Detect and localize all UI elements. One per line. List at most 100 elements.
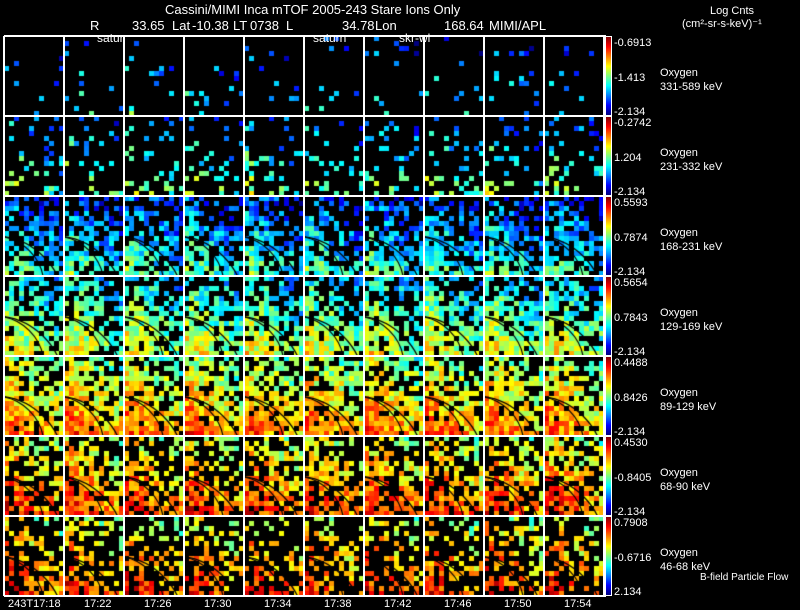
time-tick-label: 17:26 bbox=[144, 598, 172, 610]
panel-marker: saturn bbox=[313, 31, 347, 45]
image-panel bbox=[4, 36, 64, 116]
grid-vline bbox=[183, 36, 185, 596]
image-panel bbox=[184, 516, 244, 596]
units-line1: Log Cnts bbox=[710, 5, 755, 17]
energy-range-label: 168-231 keV bbox=[660, 241, 723, 253]
colorbar-min-label: -2.134 bbox=[614, 426, 646, 438]
grid-vline bbox=[243, 36, 245, 596]
image-panel bbox=[124, 36, 184, 116]
image-panel bbox=[304, 276, 364, 356]
species-label: Oxygen bbox=[660, 67, 698, 79]
image-panel bbox=[484, 276, 544, 356]
image-panel bbox=[124, 276, 184, 356]
image-panel bbox=[424, 36, 484, 116]
species-label: Oxygen bbox=[660, 467, 698, 479]
energy-range-label: 331-589 keV bbox=[660, 81, 723, 93]
image-panel bbox=[64, 36, 124, 116]
image-panel bbox=[544, 436, 604, 516]
image-panel bbox=[4, 516, 64, 596]
colorbar-min-label: -2.134 bbox=[614, 346, 646, 358]
colorbar-max-label: 0.4488 bbox=[614, 357, 648, 369]
grid-hline bbox=[4, 275, 606, 277]
image-panel bbox=[364, 36, 424, 116]
image-panel bbox=[484, 116, 544, 196]
time-tick-label: 17:42 bbox=[384, 598, 412, 610]
colorbar-max-label: 0.4530 bbox=[614, 437, 648, 449]
colorbar bbox=[605, 116, 612, 196]
image-panel bbox=[424, 196, 484, 276]
lt-label: LT bbox=[233, 18, 248, 33]
colorbar-min-label: -2.134 bbox=[614, 266, 646, 278]
colorbar-max-label: -0.2742 bbox=[614, 117, 652, 129]
image-panel bbox=[364, 436, 424, 516]
grid-hline bbox=[4, 595, 606, 597]
image-panel bbox=[124, 436, 184, 516]
panel-marker: satur bbox=[97, 31, 124, 45]
grid-vline bbox=[3, 36, 5, 596]
grid-hline bbox=[4, 435, 606, 437]
image-panel bbox=[184, 116, 244, 196]
image-panel bbox=[124, 116, 184, 196]
image-panel bbox=[4, 436, 64, 516]
image-panel bbox=[364, 276, 424, 356]
grid-vline bbox=[603, 36, 605, 596]
image-panel bbox=[544, 356, 604, 436]
image-panel bbox=[64, 516, 124, 596]
species-label: Oxygen bbox=[660, 307, 698, 319]
image-panel bbox=[364, 516, 424, 596]
image-panel bbox=[4, 196, 64, 276]
image-panel bbox=[364, 116, 424, 196]
species-label: Oxygen bbox=[660, 387, 698, 399]
lt-value: 0738 bbox=[250, 18, 279, 33]
image-panel bbox=[124, 196, 184, 276]
energy-range-label: 46-68 keV bbox=[660, 561, 711, 573]
image-panel bbox=[424, 516, 484, 596]
species-label: Oxygen bbox=[660, 547, 698, 559]
colorbar bbox=[605, 196, 612, 276]
image-panel bbox=[124, 356, 184, 436]
colorbar-min-label: 2.134 bbox=[614, 586, 642, 598]
colorbar bbox=[605, 436, 612, 516]
grid-vline bbox=[423, 36, 425, 596]
energy-range-label: 68-90 keV bbox=[660, 481, 711, 493]
image-panel bbox=[184, 196, 244, 276]
energy-range-label: 231-332 keV bbox=[660, 161, 723, 173]
image-panel bbox=[64, 276, 124, 356]
panel-marker: skr-wl bbox=[399, 31, 431, 45]
image-panel bbox=[184, 276, 244, 356]
image-panel bbox=[4, 356, 64, 436]
colorbar-mid-label: -0.8405 bbox=[614, 472, 652, 484]
image-panel bbox=[244, 436, 304, 516]
lat-value: -10.38 bbox=[192, 18, 229, 33]
time-tick-label: 17:22 bbox=[84, 598, 112, 610]
image-panel bbox=[4, 116, 64, 196]
time-tick-label: 17:54 bbox=[564, 598, 592, 610]
image-panel bbox=[304, 356, 364, 436]
image-panel bbox=[244, 196, 304, 276]
image-panel bbox=[304, 516, 364, 596]
grid-vline bbox=[363, 36, 365, 596]
energy-range-label: 129-169 keV bbox=[660, 321, 723, 333]
colorbar-mid-label: -0.6716 bbox=[614, 552, 652, 564]
r-label: R bbox=[90, 18, 100, 33]
source-label: MIMI/APL bbox=[489, 18, 547, 33]
colorbar-max-label: -0.6913 bbox=[614, 37, 652, 49]
image-panel bbox=[184, 36, 244, 116]
image-panel bbox=[544, 36, 604, 116]
image-panel bbox=[544, 116, 604, 196]
image-panel bbox=[484, 356, 544, 436]
image-panel bbox=[64, 436, 124, 516]
colorbar-min-label: -2.134 bbox=[614, 186, 646, 198]
grid-vline bbox=[483, 36, 485, 596]
grid-vline bbox=[543, 36, 545, 596]
image-panel bbox=[64, 196, 124, 276]
grid-hline bbox=[4, 115, 606, 117]
image-panel bbox=[304, 196, 364, 276]
lon-value: 168.64 bbox=[444, 18, 484, 33]
time-tick-label: 17:50 bbox=[504, 598, 532, 610]
image-panel bbox=[244, 36, 304, 116]
colorbar-max-label: 0.5654 bbox=[614, 277, 648, 289]
lat-label: Lat bbox=[172, 18, 191, 33]
image-panel bbox=[304, 36, 364, 116]
grid-hline bbox=[4, 35, 606, 37]
